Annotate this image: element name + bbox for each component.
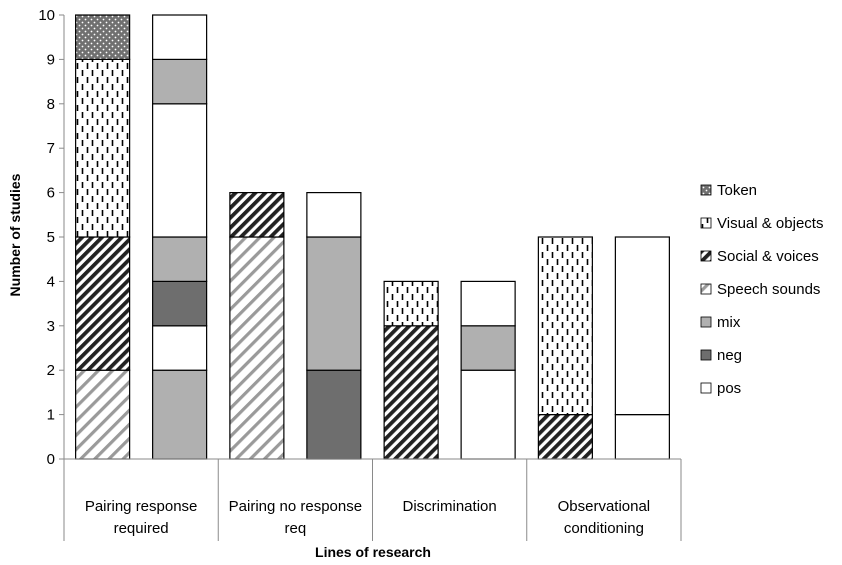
bar-segment-pos: [306, 192, 362, 238]
bar-segment-visual-objects: [537, 236, 593, 416]
bar-segment-pos: [614, 236, 670, 416]
x-axis: Pairing response required Pairing no respo…: [63, 458, 682, 541]
bar-segment-speech-sounds: [229, 236, 285, 460]
legend-swatch-pos: [700, 382, 712, 394]
y-tick-label: 5: [47, 229, 55, 246]
y-tick-label: 2: [47, 362, 55, 379]
y-tick-label: 6: [47, 185, 55, 202]
y-tick-label: 4: [47, 273, 55, 290]
bar-segment-mix: [152, 369, 208, 460]
legend-swatch-neg: [700, 349, 712, 361]
bar-segment-neg: [306, 369, 362, 460]
legend-label-visual-objects: Visual & objects: [717, 215, 823, 232]
legend-label-speech-sounds: Speech sounds: [717, 281, 820, 298]
bar-segment-visual-objects: [75, 58, 131, 238]
y-tick-label: 10: [38, 7, 55, 24]
bars: [75, 14, 670, 460]
y-axis-title: Number of studies: [7, 173, 23, 296]
legend-label-social-voices: Social & voices: [717, 248, 819, 265]
bar-segment-pos: [460, 280, 516, 327]
legend-swatch-mix: [700, 316, 712, 328]
bar-segment-neg: [152, 280, 208, 327]
bar-segment-mix: [306, 236, 362, 371]
bar-segment-pos: [614, 414, 670, 460]
legend-label-token: Token: [717, 182, 757, 199]
bar-segment-social-voices: [75, 236, 131, 371]
x-category-label: Pairing no response: [229, 498, 362, 515]
bar-segment-speech-sounds: [75, 369, 131, 460]
y-axis: 0 1 2 3 4 5 6 7 8 9 10: [38, 7, 65, 468]
x-axis-title: Lines of research: [315, 544, 431, 560]
legend-label-neg: neg: [717, 347, 742, 364]
x-category-label: Pairing response: [85, 498, 198, 515]
y-tick-label: 0: [47, 451, 55, 468]
legend-swatch-social-voices: [700, 250, 712, 262]
bar-segment-mix: [152, 236, 208, 283]
bar-segment-token: [75, 14, 131, 61]
bar-segment-pos: [152, 325, 208, 371]
x-category-label: conditioning: [564, 520, 644, 537]
bar-segment-mix: [460, 325, 516, 371]
legend-label-mix: mix: [717, 314, 741, 331]
x-category-label: required: [114, 520, 169, 537]
x-category-label: Discrimination: [403, 498, 497, 515]
legend: Token Visual & objects Social & voices Spee…: [700, 182, 823, 397]
y-tick-label: 8: [47, 96, 55, 113]
x-category-label: req: [285, 520, 307, 537]
y-tick-label: 7: [47, 140, 55, 157]
bar-segment-social-voices: [537, 414, 593, 460]
legend-label-pos: pos: [717, 380, 741, 397]
bar-segment-visual-objects: [383, 280, 439, 327]
bar-segment-pos: [460, 369, 516, 460]
x-category-label: Observational: [558, 498, 651, 515]
legend-swatch-token: [700, 184, 712, 196]
bar-segment-mix: [152, 58, 208, 105]
y-tick-label: 3: [47, 318, 55, 335]
legend-swatch-speech-sounds: [700, 283, 712, 295]
y-tick-label: 9: [47, 51, 55, 68]
y-tick-label: 1: [47, 407, 55, 424]
bar-segment-pos: [152, 14, 208, 61]
bar-segment-social-voices: [229, 192, 285, 238]
legend-swatch-visual-objects: [700, 217, 712, 229]
bar-segment-pos: [152, 103, 208, 238]
bar-segment-social-voices: [383, 325, 439, 460]
